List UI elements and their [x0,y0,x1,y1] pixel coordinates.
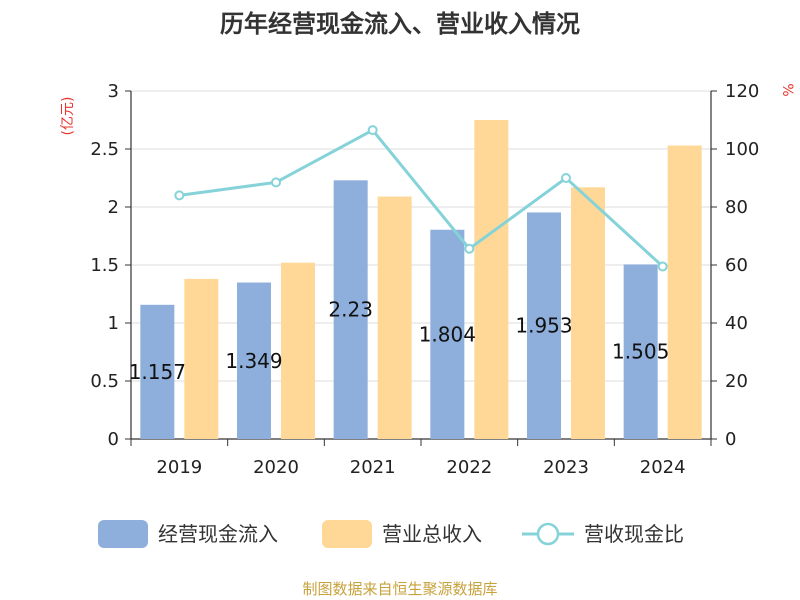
data-label: 1.349 [225,349,282,373]
y-right-tick-label: 120 [725,81,759,102]
y-right-tick-label: 0 [725,429,736,450]
bar-cash-inflow [527,212,561,439]
x-tick-label: 2021 [350,457,396,478]
chart-title: 历年经营现金流入、营业收入情况 [220,10,580,38]
legend-label-total-revenue: 营业总收入 [382,522,482,546]
data-label: 1.953 [515,314,572,338]
x-tick-label: 2024 [640,457,686,478]
bar-cash-inflow [333,180,368,439]
line-point [657,261,668,272]
legend-swatch-total-revenue [322,520,372,548]
line-point [464,243,475,254]
bar-cash-inflow [237,282,271,439]
y-left-axis-label: (亿元) [60,97,76,136]
y-right-tick-label: 20 [725,371,748,392]
line-point [561,173,571,183]
bar-total-revenue [571,187,605,439]
y-right-tick-label: 100 [725,139,759,160]
legend-marker-ratio [536,522,560,546]
bar-cash-inflow [140,304,175,439]
bar-cash-inflow [430,229,465,439]
y-right-axis-label: % [779,83,795,96]
y-right-tick-label: 80 [725,197,748,218]
y-left-tick-label: 0 [108,429,119,450]
bar-total-revenue [281,262,315,439]
y-left-tick-label: 2.5 [90,139,119,160]
y-right-tick-label: 60 [725,255,748,276]
legend-label-cash-inflow: 经营现金流入 [158,522,278,546]
data-label: 1.505 [612,340,669,364]
y-left-tick-label: 1 [108,313,119,334]
x-tick-label: 2023 [543,457,589,478]
y-left-tick-label: 3 [108,81,119,102]
line-point [174,190,185,201]
bar-total-revenue [474,120,509,439]
line-point [367,125,378,136]
x-tick-label: 2022 [446,457,492,478]
bar-total-revenue [184,278,219,439]
line-ratio [179,128,664,268]
data-label: 1.157 [129,360,186,384]
y-left-tick-label: 1.5 [90,255,119,276]
bar-cash-inflow [623,264,658,439]
bar-total-revenue [377,196,412,439]
y-right-tick-label: 40 [725,313,748,334]
legend-swatch-cash-inflow [98,520,148,548]
y-left-tick-label: 2 [108,197,119,218]
x-tick-label: 2020 [253,457,299,478]
x-tick-label: 2019 [156,457,202,478]
source-note: 制图数据来自恒生聚源数据库 [302,580,498,598]
data-label: 1.804 [419,322,476,346]
data-label: 2.23 [328,298,373,322]
line-point [271,177,281,188]
y-left-tick-label: 0.5 [90,371,119,392]
legend-label-ratio: 营收现金比 [584,522,684,546]
bar-total-revenue [667,145,702,439]
